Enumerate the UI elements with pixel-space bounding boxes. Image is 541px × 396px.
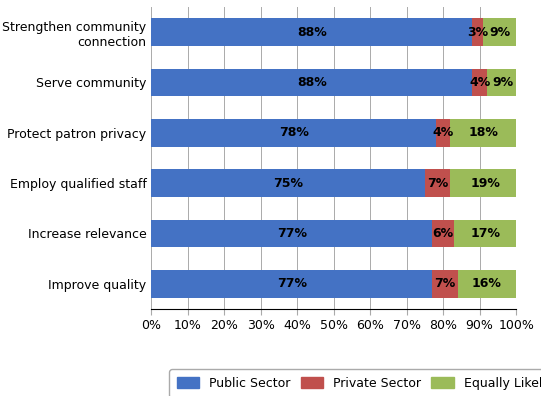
Bar xyxy=(451,119,516,147)
Bar xyxy=(151,270,432,297)
Bar xyxy=(454,219,516,247)
Bar xyxy=(472,18,483,46)
Bar xyxy=(451,169,520,197)
Text: 77%: 77% xyxy=(277,277,307,290)
Text: 9%: 9% xyxy=(493,76,514,89)
Legend: Public Sector, Private Sector, Equally Likely: Public Sector, Private Sector, Equally L… xyxy=(169,369,541,396)
Bar xyxy=(458,270,516,297)
Bar xyxy=(436,119,451,147)
Bar xyxy=(151,169,425,197)
Bar xyxy=(483,18,516,46)
Bar xyxy=(472,69,487,96)
Text: 88%: 88% xyxy=(297,26,327,38)
Bar xyxy=(432,270,458,297)
Text: 16%: 16% xyxy=(472,277,502,290)
Text: 7%: 7% xyxy=(427,177,448,190)
Text: 3%: 3% xyxy=(467,26,489,38)
Bar xyxy=(151,18,472,46)
Text: 6%: 6% xyxy=(433,227,454,240)
Text: 7%: 7% xyxy=(434,277,456,290)
Text: 19%: 19% xyxy=(470,177,500,190)
Text: 78%: 78% xyxy=(279,126,308,139)
Text: 17%: 17% xyxy=(470,227,500,240)
Text: 88%: 88% xyxy=(297,76,327,89)
Bar xyxy=(432,219,454,247)
Bar xyxy=(151,119,436,147)
Bar xyxy=(151,219,432,247)
Bar xyxy=(151,69,472,96)
Text: 4%: 4% xyxy=(469,76,490,89)
Text: 9%: 9% xyxy=(489,26,510,38)
Text: 4%: 4% xyxy=(433,126,454,139)
Text: 77%: 77% xyxy=(277,227,307,240)
Bar xyxy=(425,169,451,197)
Bar xyxy=(487,69,520,96)
Text: 18%: 18% xyxy=(469,126,498,139)
Text: 75%: 75% xyxy=(273,177,303,190)
